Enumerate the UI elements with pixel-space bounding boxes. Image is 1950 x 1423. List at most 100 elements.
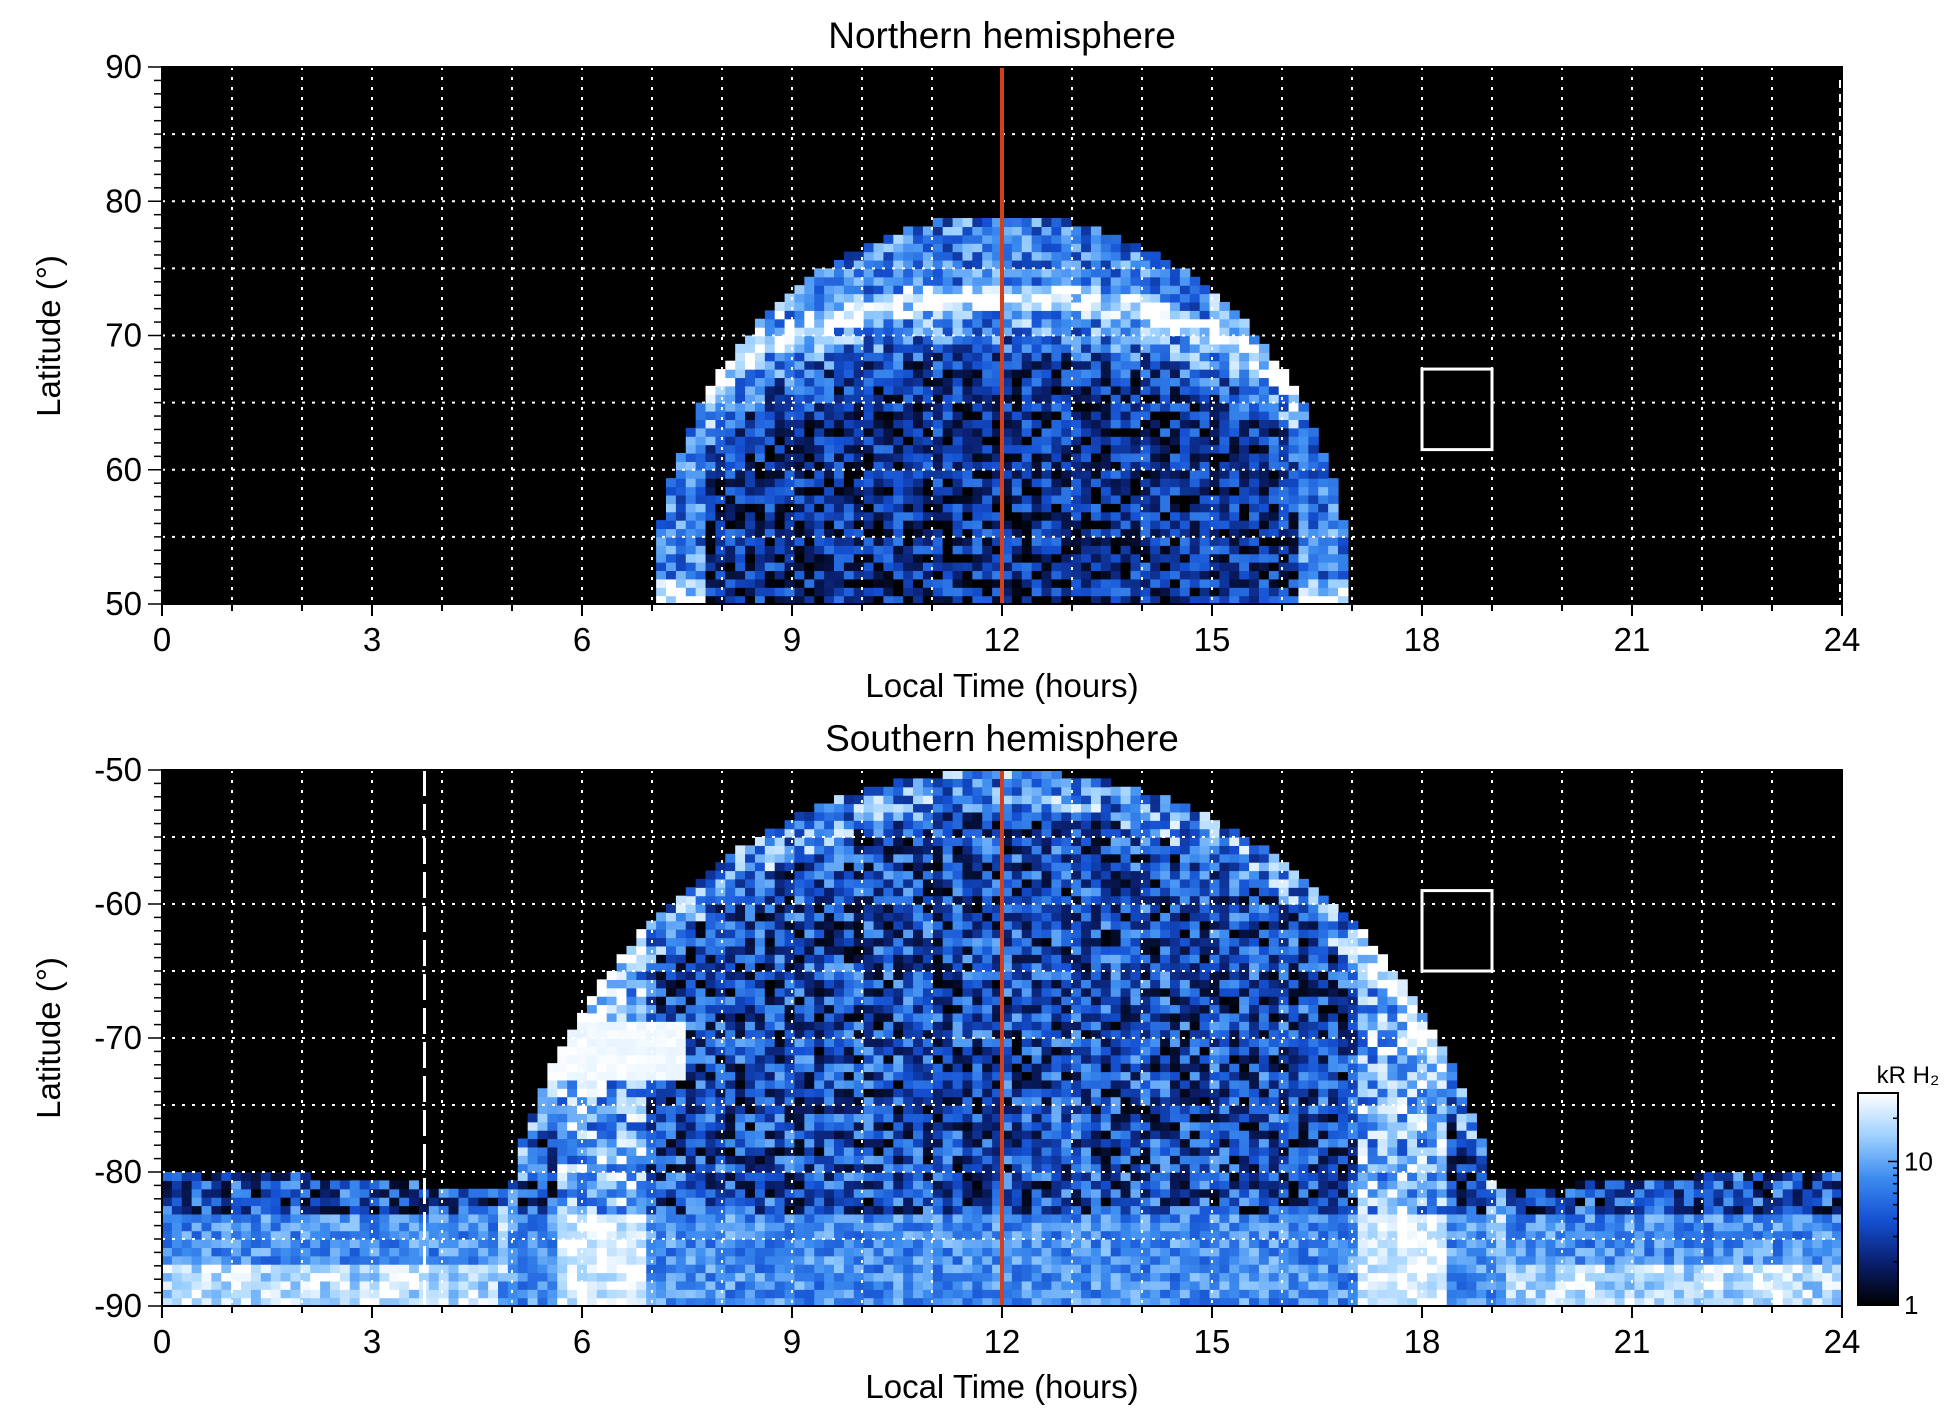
north-emission-cell	[982, 293, 993, 303]
north-emission-cell	[1071, 494, 1082, 504]
north-emission-cell	[1160, 562, 1171, 572]
north-emission-cell	[1031, 419, 1043, 429]
south-emission-cell	[577, 1071, 588, 1081]
south-emission-cell	[171, 1222, 183, 1232]
south-emission-cell	[201, 1289, 213, 1299]
north-emission-cell	[784, 452, 796, 462]
north-emission-cell	[1199, 377, 1211, 387]
north-emission-cell	[1199, 436, 1211, 446]
south-emission-cell	[705, 1255, 717, 1265]
north-emission-cell	[705, 436, 717, 446]
south-emission-cell	[557, 1172, 568, 1181]
north-emission-cell	[1090, 268, 1102, 278]
south-emission-cell	[843, 904, 855, 913]
south-emission-cell	[359, 1255, 371, 1265]
north-emission-cell	[972, 251, 983, 261]
north-emission-cell	[922, 444, 934, 454]
north-emission-cell	[725, 402, 736, 412]
south-emission-cell	[863, 937, 875, 947]
north-emission-cell	[952, 226, 964, 236]
north-emission-cell	[1160, 276, 1171, 286]
north-emission-cell	[903, 587, 914, 597]
south-emission-cell	[547, 1230, 558, 1240]
north-emission-cell	[1328, 503, 1339, 513]
south-emission-cell	[745, 887, 756, 897]
south-emission-cell	[636, 1029, 647, 1039]
south-emission-cell	[547, 1247, 558, 1257]
south-emission-cell	[784, 1138, 796, 1148]
north-emission-cell	[685, 436, 697, 446]
north-emission-cell	[1150, 511, 1161, 521]
south-emission-cell	[754, 912, 766, 922]
south-emission-cell	[754, 1063, 766, 1073]
south-emission-cell	[586, 1172, 598, 1181]
south-emission-cell	[705, 1180, 717, 1190]
south-emission-cell	[863, 945, 875, 955]
north-emission-cell	[1100, 276, 1112, 286]
north-emission-cell	[1219, 352, 1230, 362]
north-emission-cell	[863, 436, 875, 446]
north-emission-cell	[883, 545, 894, 555]
north-emission-cell	[1239, 587, 1250, 597]
north-emission-cell	[1100, 301, 1112, 311]
south-emission-cell	[863, 987, 875, 997]
south-emission-cell	[567, 1146, 578, 1156]
north-emission-cell	[1100, 411, 1112, 421]
north-emission-cell	[1090, 310, 1102, 320]
south-emission-cell	[458, 1213, 469, 1223]
south-emission-cell	[557, 1063, 568, 1073]
north-emission-cell	[1278, 411, 1290, 421]
north-emission-cell	[754, 461, 766, 471]
north-emission-cell	[843, 301, 855, 311]
south-emission-cell	[527, 1230, 539, 1240]
south-emission-cell	[666, 1272, 677, 1282]
south-emission-cell	[784, 1071, 796, 1081]
south-emission-cell	[616, 1205, 628, 1215]
north-emission-cell	[942, 494, 954, 504]
north-emission-cell	[754, 394, 766, 404]
north-emission-cell	[1061, 452, 1072, 462]
north-emission-cell	[1179, 545, 1191, 555]
north-emission-cell	[903, 402, 914, 412]
south-emission-cell	[181, 1213, 193, 1223]
north-emission-cell	[972, 234, 983, 244]
north-emission-cell	[1021, 536, 1033, 546]
north-emission-cell	[1338, 595, 1349, 604]
south-emission-cell	[794, 1255, 805, 1265]
north-emission-cell	[932, 436, 944, 446]
south-emission-cell	[774, 1113, 786, 1123]
north-emission-cell	[1021, 343, 1033, 353]
north-emission-cell	[942, 427, 954, 437]
north-emission-cell	[913, 419, 924, 429]
north-emission-cell	[1090, 293, 1102, 303]
south-emission-cell	[774, 1188, 786, 1198]
north-emission-cell	[1100, 536, 1112, 546]
south-emission-cell	[211, 1172, 222, 1181]
south-emission-cell	[873, 1096, 885, 1106]
south-emission-cell	[409, 1255, 420, 1265]
north-emission-cell	[1140, 486, 1151, 496]
south-emission-cell	[586, 1239, 598, 1248]
north-emission-cell	[1130, 570, 1141, 580]
north-emission-cell	[1090, 369, 1102, 379]
south-emission-cell	[715, 1012, 726, 1022]
south-emission-cell	[626, 945, 637, 955]
south-emission-cell	[834, 1088, 845, 1098]
north-emission-cell	[834, 478, 845, 488]
north-emission-cell	[982, 369, 993, 379]
north-emission-cell	[903, 377, 914, 387]
north-emission-cell	[1278, 478, 1290, 488]
south-emission-cell	[399, 1264, 410, 1274]
south-emission-cell	[646, 1155, 657, 1165]
north-emission-cell	[715, 511, 726, 521]
north-emission-cell	[992, 259, 1003, 269]
north-emission-cell	[962, 343, 973, 353]
north-emission-cell	[853, 478, 865, 488]
north-emission-cell	[814, 427, 825, 437]
north-emission-cell	[1140, 310, 1151, 320]
north-emission-cell	[922, 553, 934, 563]
south-emission-cell	[666, 987, 677, 997]
south-emission-cell	[666, 1054, 677, 1064]
north-emission-cell	[913, 452, 924, 462]
north-emission-cell	[932, 226, 944, 236]
